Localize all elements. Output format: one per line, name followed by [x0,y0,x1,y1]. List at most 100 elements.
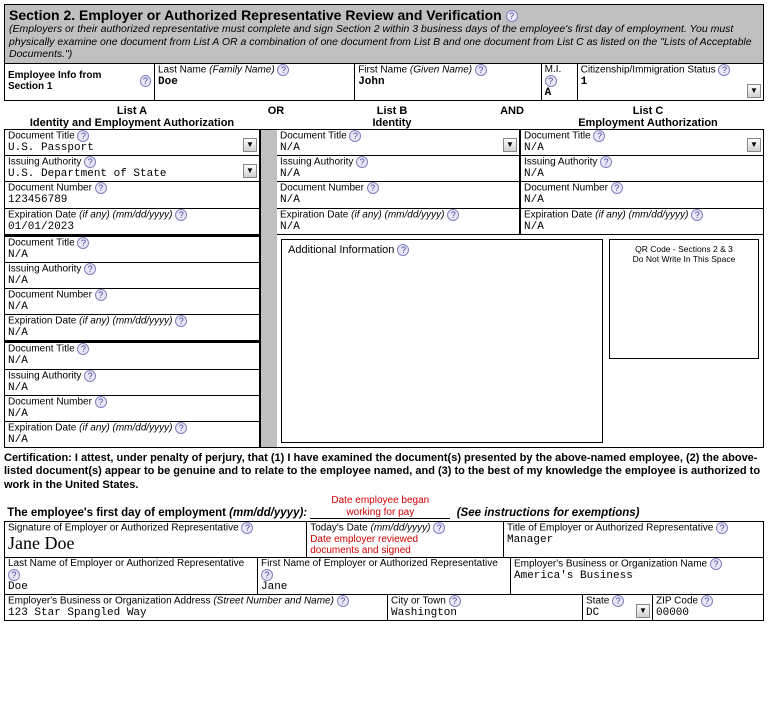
mi-label: M.I. [545,64,562,75]
list-b-title: List B [377,105,408,117]
help-icon[interactable]: ? [545,75,557,87]
qr-line2: Do Not Write In This Space [633,254,736,264]
city-value[interactable]: Washington [391,607,457,619]
list-b-exp-date[interactable]: N/A [280,221,516,234]
help-icon[interactable]: ? [506,10,518,22]
help-icon[interactable]: ? [691,209,703,221]
certification-text: I attest, under penalty of perjury, that… [4,452,760,490]
signer-first[interactable]: Jane [261,581,287,593]
help-icon[interactable]: ? [600,156,612,168]
signer-last[interactable]: Doe [8,581,28,593]
help-icon[interactable]: ? [349,130,361,142]
help-icon[interactable]: ? [337,595,349,607]
list-c-doc-title[interactable]: N/A [524,142,760,155]
addr-value[interactable]: 123 Star Spangled Way [8,607,147,619]
exp-date-paren: (if any) (mm/dd/yyyy) [79,423,172,434]
list-a-2-doc-number[interactable]: N/A [8,301,256,314]
help-icon[interactable]: ? [716,522,728,534]
help-icon[interactable]: ? [95,289,107,301]
list-a-1-exp-date[interactable]: 01/01/2023 [8,221,256,234]
help-icon[interactable]: ? [397,244,409,256]
help-icon[interactable]: ? [175,422,187,434]
section-title: Section 2. Employer or Authorized Repres… [9,7,502,23]
help-icon[interactable]: ? [447,209,459,221]
help-icon[interactable]: ? [433,522,445,534]
help-icon[interactable]: ? [175,209,187,221]
help-icon[interactable]: ? [701,595,713,607]
list-a-subtitle: Identity and Employment Authorization [30,117,234,129]
dropdown-icon[interactable]: ▼ [747,138,761,152]
help-icon[interactable]: ? [367,182,379,194]
help-icon[interactable]: ? [95,396,107,408]
dropdown-icon[interactable]: ▼ [243,138,257,152]
help-icon[interactable]: ? [77,343,89,355]
doc-title-label: Document Title [8,237,75,248]
list-c-exp-date[interactable]: N/A [524,221,760,234]
state-value[interactable]: DC [586,607,599,619]
help-icon[interactable]: ? [475,64,487,76]
list-b-subtitle: Identity [372,117,411,129]
list-a-3-issuing-auth[interactable]: N/A [8,382,256,395]
help-icon[interactable]: ? [77,237,89,249]
section-description: (Employers or their authorized represent… [9,23,759,61]
firstday-input[interactable]: Date employee began working for pay [310,494,450,519]
signer-first-label: First Name of Employer or Authorized Rep… [261,558,498,569]
last-name-paren: (Family Name) [209,64,275,75]
list-a-2-exp-date[interactable]: N/A [8,327,256,340]
dropdown-icon[interactable]: ▼ [636,604,650,618]
help-icon[interactable]: ? [277,64,289,76]
list-a-1-doc-number[interactable]: 123456789 [8,194,256,207]
list-a-2-doc-title[interactable]: N/A [8,249,256,262]
exp-date-paren: (if any) (mm/dd/yyyy) [595,209,688,220]
help-icon[interactable]: ? [356,156,368,168]
employee-info-row: Employee Info from Section 1 ? Last Name… [4,64,764,101]
biz-value[interactable]: America's Business [514,570,633,582]
list-a-1-issuing-auth[interactable]: U.S. Department of State [8,168,256,181]
help-icon[interactable]: ? [710,558,722,570]
list-c-issuing-auth[interactable]: N/A [524,168,760,181]
help-icon[interactable]: ? [77,130,89,142]
help-icon[interactable]: ? [449,595,461,607]
dropdown-icon[interactable]: ▼ [243,164,257,178]
exp-date-label: Expiration Date [8,423,76,434]
biz-label: Employer's Business or Organization Name [514,558,707,569]
right-column: Document Title ? N/A ▼ Issuing Authority… [277,130,763,447]
help-icon[interactable]: ? [593,130,605,142]
list-b-issuing-auth[interactable]: N/A [280,168,516,181]
cit-value[interactable]: 1 [581,76,588,88]
signature[interactable]: Jane Doe [8,533,74,553]
help-icon[interactable]: ? [612,595,624,607]
firstday-red2: working for pay [346,507,414,518]
list-a-3-doc-title[interactable]: N/A [8,355,256,368]
help-icon[interactable]: ? [84,263,96,275]
help-icon[interactable]: ? [175,315,187,327]
first-name-value[interactable]: John [358,76,384,88]
help-icon[interactable]: ? [95,182,107,194]
list-a-3-doc-number[interactable]: N/A [8,408,256,421]
help-icon[interactable]: ? [261,569,273,581]
help-icon[interactable]: ? [241,522,253,534]
title-value[interactable]: Manager [507,534,553,546]
dropdown-icon[interactable]: ▼ [503,138,517,152]
exp-date-label: Expiration Date [8,316,76,327]
last-name-value[interactable]: Doe [158,76,178,88]
help-icon[interactable]: ? [140,75,151,87]
first-day-row: The employee's first day of employment (… [4,494,764,519]
firstday-left: The employee's first day of employment [7,507,226,519]
mi-value[interactable]: A [545,87,552,99]
dropdown-icon[interactable]: ▼ [747,84,761,98]
help-icon[interactable]: ? [84,156,96,168]
list-b-doc-number[interactable]: N/A [280,194,516,207]
list-b-doc-title[interactable]: N/A [280,142,516,155]
zip-value[interactable]: 00000 [656,607,689,619]
zip-label: ZIP Code [656,595,698,606]
list-a-2-issuing-auth[interactable]: N/A [8,275,256,288]
help-icon[interactable]: ? [84,370,96,382]
additional-info-box[interactable]: Additional Information ? [281,239,603,444]
list-a-3-exp-date[interactable]: N/A [8,434,256,447]
list-a-1-doc-title[interactable]: U.S. Passport [8,142,256,155]
help-icon[interactable]: ? [611,182,623,194]
list-c-doc-number[interactable]: N/A [524,194,760,207]
help-icon[interactable]: ? [8,569,20,581]
help-icon[interactable]: ? [718,64,730,76]
